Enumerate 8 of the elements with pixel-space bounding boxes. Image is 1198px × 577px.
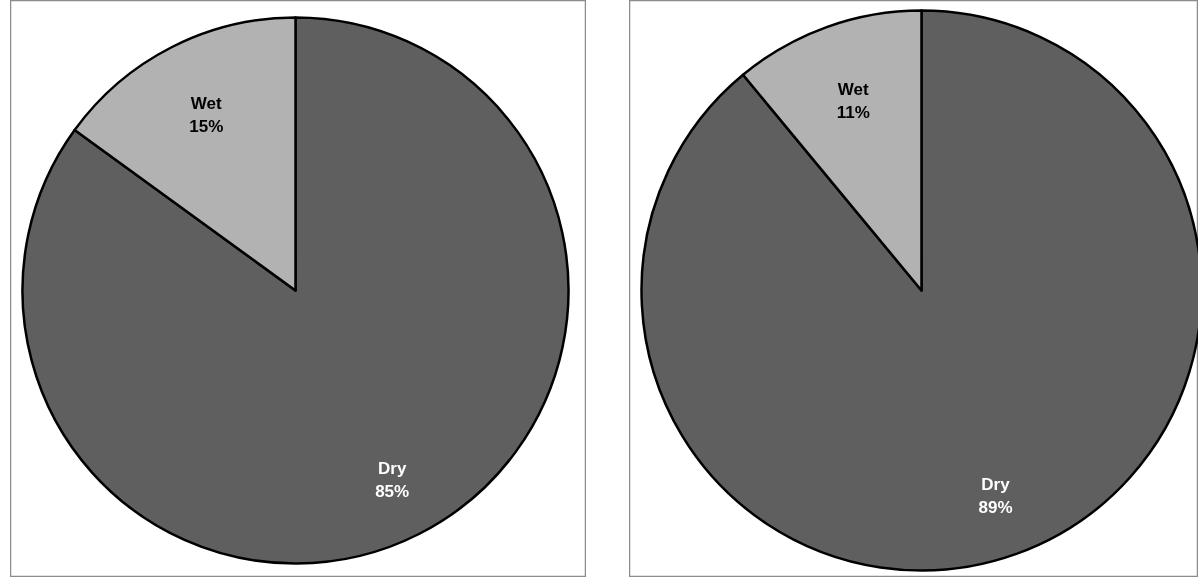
- data-label: 11%: [836, 102, 870, 122]
- slice-label: Dry: [378, 459, 407, 479]
- slice-label: Wet: [837, 79, 869, 99]
- data-label: 89%: [978, 497, 1013, 517]
- data-label: 85%: [375, 482, 410, 502]
- data-label: 15%: [189, 117, 224, 137]
- slice-label: Wet: [190, 94, 223, 114]
- slice-label: Dry: [981, 475, 1011, 495]
